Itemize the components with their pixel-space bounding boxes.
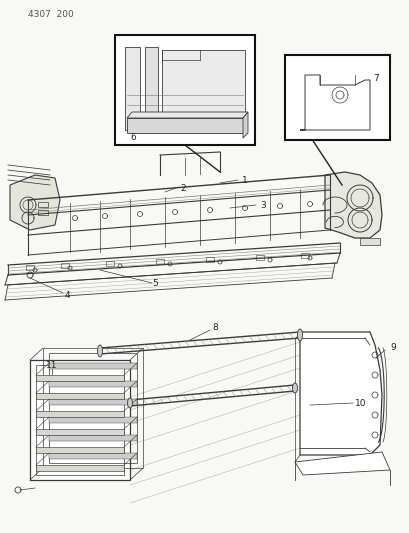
Ellipse shape	[292, 383, 297, 393]
Polygon shape	[10, 175, 60, 230]
Polygon shape	[115, 35, 254, 145]
Polygon shape	[284, 55, 389, 140]
Polygon shape	[49, 399, 137, 405]
Text: 7: 7	[372, 74, 378, 83]
Polygon shape	[243, 112, 247, 138]
Polygon shape	[36, 393, 124, 399]
Polygon shape	[127, 118, 243, 133]
Text: 2: 2	[180, 183, 185, 192]
Text: 10: 10	[354, 399, 366, 408]
Polygon shape	[294, 452, 389, 475]
Polygon shape	[30, 360, 130, 480]
Text: 1: 1	[241, 175, 247, 184]
Polygon shape	[49, 417, 137, 423]
Text: 3: 3	[259, 200, 265, 209]
Polygon shape	[49, 363, 137, 369]
Text: 8: 8	[211, 324, 217, 333]
Text: 4307  200: 4307 200	[28, 10, 74, 19]
Polygon shape	[49, 435, 137, 441]
Polygon shape	[49, 453, 137, 459]
Polygon shape	[36, 411, 124, 417]
Ellipse shape	[97, 345, 102, 357]
Text: 5: 5	[152, 279, 157, 287]
Polygon shape	[324, 172, 381, 238]
Text: 4: 4	[65, 290, 70, 300]
Ellipse shape	[297, 329, 302, 341]
Polygon shape	[36, 447, 124, 453]
Polygon shape	[162, 50, 245, 125]
Polygon shape	[36, 375, 124, 381]
Polygon shape	[125, 47, 139, 130]
Text: 11: 11	[46, 360, 58, 369]
Ellipse shape	[127, 398, 132, 408]
Text: 6: 6	[130, 133, 135, 141]
Polygon shape	[127, 112, 247, 118]
Polygon shape	[359, 238, 379, 245]
Polygon shape	[145, 47, 157, 128]
Polygon shape	[36, 429, 124, 435]
Polygon shape	[36, 465, 124, 471]
Polygon shape	[49, 381, 137, 387]
Text: 9: 9	[389, 343, 395, 351]
Polygon shape	[299, 332, 381, 455]
